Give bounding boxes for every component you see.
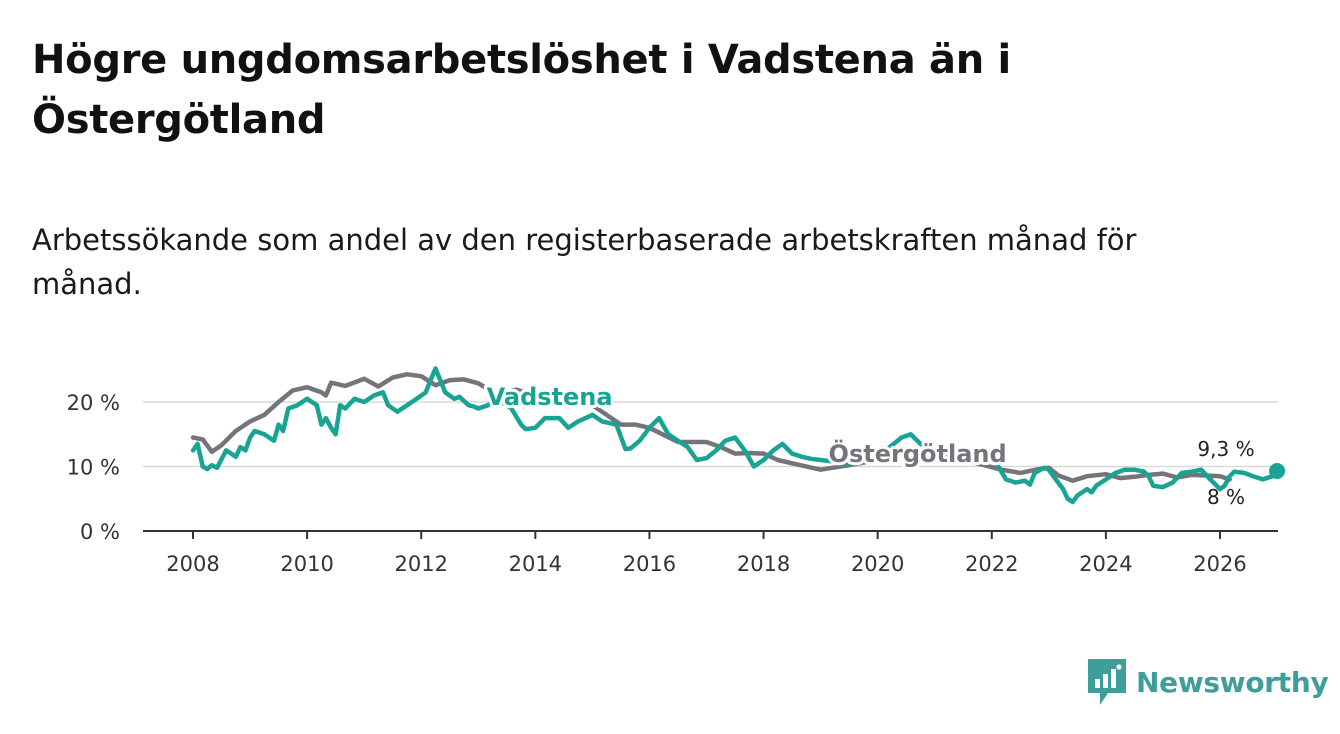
x-tick-label: 2014	[509, 552, 562, 576]
chart-title: Högre ungdomsarbetslöshet i Vadstena än …	[32, 37, 1011, 143]
x-tick-label: 2016	[623, 552, 676, 576]
brand-name: Newsworthy	[1136, 665, 1329, 699]
line-chart: 0 % 10 % 20 % 2008 2010 2012 2014 2016 2018 2020 2…	[67, 366, 1286, 576]
x-tick-label: 2020	[851, 552, 904, 576]
series-line-östergötland	[190, 372, 1232, 483]
x-tick-label: 2018	[737, 552, 790, 576]
newsworthy-logo: Newsworthy	[1088, 658, 1329, 706]
x-tick-label: 2026	[1193, 552, 1246, 576]
chart-subtitle: Arbetssökande som andel av den registerb…	[32, 223, 1137, 301]
series-label-vadstena: Vadstena	[487, 383, 613, 411]
bar-chart-logo-icon	[1088, 659, 1126, 705]
y-tick-label: 0 %	[80, 520, 120, 544]
y-tick-label: 20 %	[67, 391, 120, 415]
series-line-vadstena	[190, 366, 1280, 505]
series-label-östergötland: Östergötland	[829, 438, 1007, 468]
x-tick-label: 2012	[394, 552, 447, 576]
x-tick-label: 2008	[166, 552, 219, 576]
x-tick-label: 2024	[1079, 552, 1132, 576]
x-tick-label: 2010	[280, 552, 333, 576]
x-tick-label: 2022	[965, 552, 1018, 576]
end-value-vadstena: 9,3 %	[1197, 437, 1254, 461]
end-value-östergötland: 8 %	[1207, 485, 1245, 509]
y-tick-label: 10 %	[67, 456, 120, 480]
end-marker-vadstena	[1269, 463, 1286, 480]
